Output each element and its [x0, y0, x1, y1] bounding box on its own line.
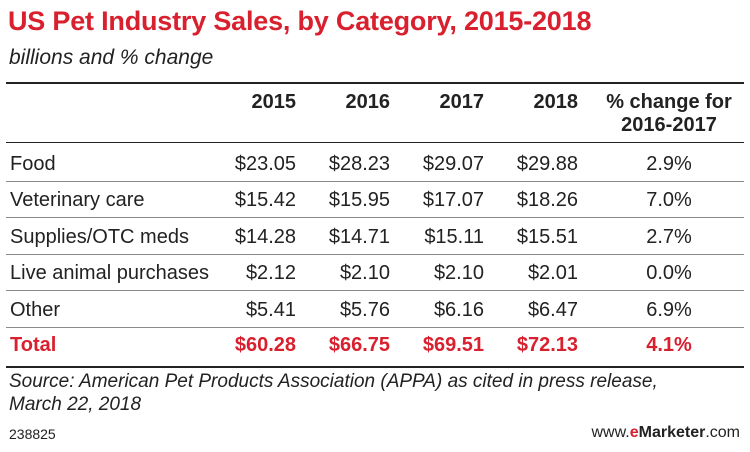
data-cell: $17.07 — [422, 189, 484, 211]
column-header-2018: 2018 — [533, 91, 579, 113]
change-cell: 2.7% — [646, 226, 692, 248]
chart-title: US Pet Industry Sales, by Category, 2015… — [8, 6, 592, 36]
column-header-2015: 2015 — [251, 91, 297, 113]
data-cell: $14.28 — [234, 226, 296, 248]
change-cell: 6.9% — [646, 299, 692, 321]
data-cell: $15.51 — [516, 226, 578, 248]
total-value: $60.28 — [234, 334, 296, 356]
row-divider — [6, 327, 744, 328]
data-cell: $2.01 — [527, 262, 578, 284]
data-cell: $6.16 — [433, 299, 484, 321]
column-header-change-line2: 2016-2017 — [621, 114, 717, 136]
data-cell: $5.76 — [339, 299, 390, 321]
row-label: Live animal purchases — [10, 262, 209, 284]
row-divider — [6, 254, 744, 255]
table-bottom-rule — [6, 366, 744, 368]
data-cell: $5.41 — [245, 299, 296, 321]
total-value: $69.51 — [422, 334, 484, 356]
brand-e: e — [629, 424, 639, 441]
change-cell: 2.9% — [646, 153, 692, 175]
data-cell: $14.71 — [328, 226, 390, 248]
brand-prefix: www. — [591, 424, 630, 441]
source-note: Source: American Pet Products Associatio… — [9, 371, 658, 415]
row-label: Food — [10, 153, 56, 175]
data-cell: $2.10 — [339, 262, 390, 284]
column-header-change-line1: % change for — [606, 91, 732, 113]
data-cell: $28.23 — [328, 153, 390, 175]
brand-suffix: .com — [705, 424, 740, 441]
table-top-rule — [6, 82, 744, 84]
table-header-rule — [6, 142, 744, 143]
data-cell: $6.47 — [527, 299, 578, 321]
row-divider — [6, 217, 744, 218]
change-cell: 7.0% — [646, 189, 692, 211]
data-cell: $15.42 — [234, 189, 296, 211]
total-value: $72.13 — [516, 334, 578, 356]
data-cell: $29.07 — [422, 153, 484, 175]
data-cell: $29.88 — [516, 153, 578, 175]
chart-subtitle: billions and % change — [9, 46, 214, 69]
data-cell: $18.26 — [516, 189, 578, 211]
total-label: Total — [10, 334, 57, 356]
row-label: Supplies/OTC meds — [10, 226, 189, 248]
row-divider — [6, 181, 744, 182]
data-cell: $15.95 — [328, 189, 390, 211]
total-change: 4.1% — [646, 334, 692, 356]
total-value: $66.75 — [328, 334, 390, 356]
row-label: Other — [10, 299, 61, 321]
data-cell: $2.12 — [245, 262, 296, 284]
column-header-2017: 2017 — [439, 91, 485, 113]
data-cell: $2.10 — [433, 262, 484, 284]
brand-name: Marketer — [638, 424, 706, 441]
change-cell: 0.0% — [646, 262, 692, 284]
chart-id: 238825 — [9, 426, 56, 442]
row-divider — [6, 290, 744, 291]
column-header-2016: 2016 — [345, 91, 391, 113]
emarketer-logo: www.eMarketer.com — [591, 424, 740, 442]
data-cell: $15.11 — [424, 226, 484, 248]
data-cell: $23.05 — [234, 153, 296, 175]
row-label: Veterinary care — [10, 189, 145, 211]
